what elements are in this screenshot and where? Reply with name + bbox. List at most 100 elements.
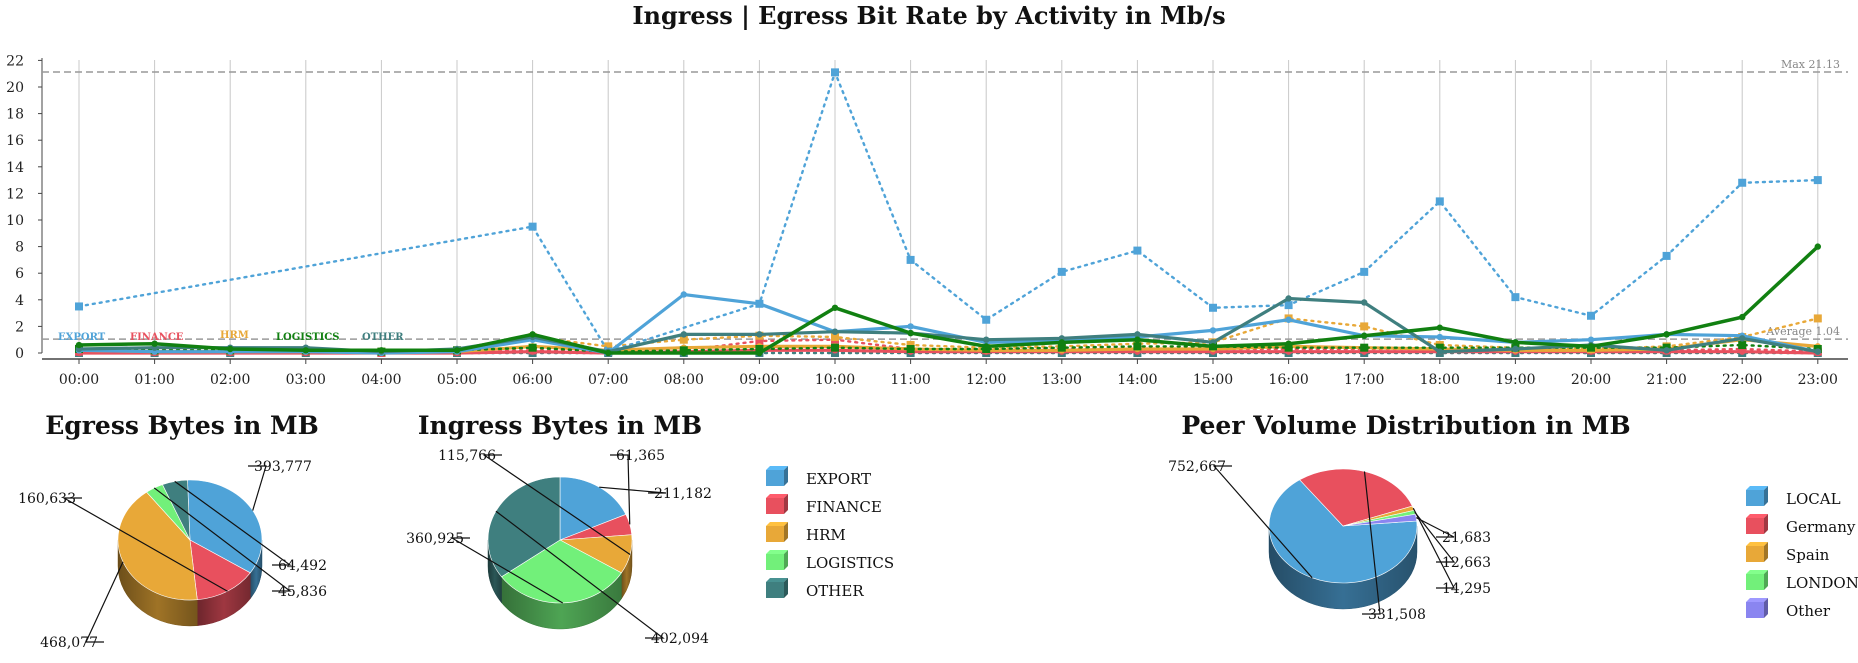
data-point <box>907 323 914 330</box>
legend-swatch-side <box>1764 570 1768 590</box>
data-point <box>1435 343 1444 352</box>
data-point <box>302 347 309 354</box>
legend-swatch-other <box>1746 602 1764 618</box>
pie-side-shading <box>197 572 251 626</box>
legend-swatch-other <box>766 582 784 598</box>
data-point <box>1512 345 1519 353</box>
pie-leader-line <box>610 454 631 525</box>
pie-leader-line <box>482 454 631 556</box>
legend-swatch-finance <box>766 498 784 514</box>
series-line <box>78 245 1819 355</box>
data-point <box>1209 327 1217 334</box>
pie-value-label: 12,663 <box>1442 555 1491 571</box>
y-tick-label: 12 <box>6 186 24 202</box>
data-point <box>1662 251 1671 260</box>
pie-leader-line <box>85 561 124 643</box>
data-point <box>756 300 763 307</box>
line-legend-label-logistics: LOGISTICS <box>276 332 339 343</box>
data-point <box>1209 303 1217 312</box>
legend-label-other: Other <box>1786 602 1831 620</box>
data-point <box>1814 243 1822 250</box>
x-tick-label: 04:00 <box>361 372 401 388</box>
data-point <box>756 331 763 338</box>
legend-label-hrm: HRM <box>806 526 846 544</box>
pie-slice-other <box>1342 513 1418 527</box>
pie-slice-export <box>187 479 263 574</box>
line-chart-title: Ingress | Egress Bit Rate by Activity in… <box>632 1 1225 30</box>
data-point <box>1511 293 1520 302</box>
series-line <box>77 68 1819 354</box>
data-point <box>831 343 839 352</box>
pie-value-label: 752,667 <box>1168 459 1226 475</box>
data-point <box>907 329 914 337</box>
data-point <box>1057 267 1066 276</box>
legend-swatch-side <box>1764 514 1768 534</box>
pie-value-label: 64,492 <box>278 558 327 574</box>
pie-title: Egress Bytes in MB <box>45 411 319 440</box>
x-tick-label: 07:00 <box>588 372 628 388</box>
pie-value-label: 468,077 <box>40 635 98 651</box>
legend-swatch-logistics <box>766 554 784 570</box>
x-tick-label: 08:00 <box>664 372 704 388</box>
x-tick-label: 18:00 <box>1420 372 1460 388</box>
data-point <box>1587 336 1595 343</box>
data-point <box>1284 301 1293 310</box>
legend-swatch-side <box>784 578 788 598</box>
legend-label-export: EXPORT <box>806 470 871 488</box>
pie-side-shading <box>250 540 262 599</box>
legend-swatch-local <box>1746 490 1764 506</box>
legend-swatch-side <box>784 466 788 486</box>
data-point <box>227 345 234 353</box>
x-tick-label: 15:00 <box>1193 372 1233 388</box>
x-tick-label: 17:00 <box>1344 372 1384 388</box>
data-point <box>1813 176 1822 185</box>
pie-value-label: 331,508 <box>1368 607 1426 623</box>
data-point <box>1133 246 1142 255</box>
data-point <box>1134 331 1141 338</box>
x-tick-label: 01:00 <box>134 372 174 388</box>
pie-value-label: 14,295 <box>1442 581 1491 597</box>
x-tick-label: 14:00 <box>1117 372 1157 388</box>
average-line-label: Average 1.04 <box>1765 325 1840 338</box>
legend-swatch-side <box>784 522 788 542</box>
data-point <box>453 347 461 354</box>
data-point <box>528 343 537 352</box>
data-point <box>906 345 915 354</box>
pie-value-label: 360,925 <box>406 531 464 547</box>
legend-label-spain: Spain <box>1786 546 1830 564</box>
data-point <box>75 302 83 311</box>
legend-swatch-top <box>766 466 788 470</box>
x-tick-label: 06:00 <box>512 372 552 388</box>
x-tick-label: 05:00 <box>437 372 477 388</box>
pie-leader-line <box>1414 511 1456 563</box>
data-point <box>151 340 158 347</box>
data-point <box>1663 331 1670 338</box>
series-logistics-solid <box>75 243 1822 357</box>
pie-value-label: 402,094 <box>651 631 709 647</box>
legend-swatch-side <box>1764 486 1768 506</box>
data-point <box>755 345 764 354</box>
data-point <box>1436 333 1444 341</box>
legend-swatch-spain <box>1746 546 1764 562</box>
data-point <box>1587 343 1595 350</box>
legend-swatch-side <box>1764 598 1768 618</box>
data-point <box>680 331 687 338</box>
peer-volume-pie-chart: Peer Volume Distribution in MB 752,667 331… <box>1168 411 1858 623</box>
data-point <box>1285 316 1292 323</box>
y-tick-label: 16 <box>6 133 24 149</box>
pie-value-label: 45,836 <box>278 584 327 600</box>
pie-leader-line <box>495 510 665 639</box>
x-tick-label: 02:00 <box>210 372 250 388</box>
y-tick-label: 14 <box>6 160 24 176</box>
x-tick-label: 22:00 <box>1722 372 1762 388</box>
pie-value-label: 211,182 <box>654 486 712 502</box>
legend-swatch-side <box>784 550 788 570</box>
pie-value-label: 393,777 <box>254 459 312 475</box>
pie-side-shading <box>488 540 502 603</box>
legend-label-logistics: LOGISTICS <box>806 554 894 572</box>
data-point <box>1814 348 1822 355</box>
data-point <box>680 349 687 357</box>
pie-leader-line <box>61 497 228 592</box>
y-tick-label: 8 <box>15 240 24 256</box>
data-point <box>1813 314 1822 323</box>
